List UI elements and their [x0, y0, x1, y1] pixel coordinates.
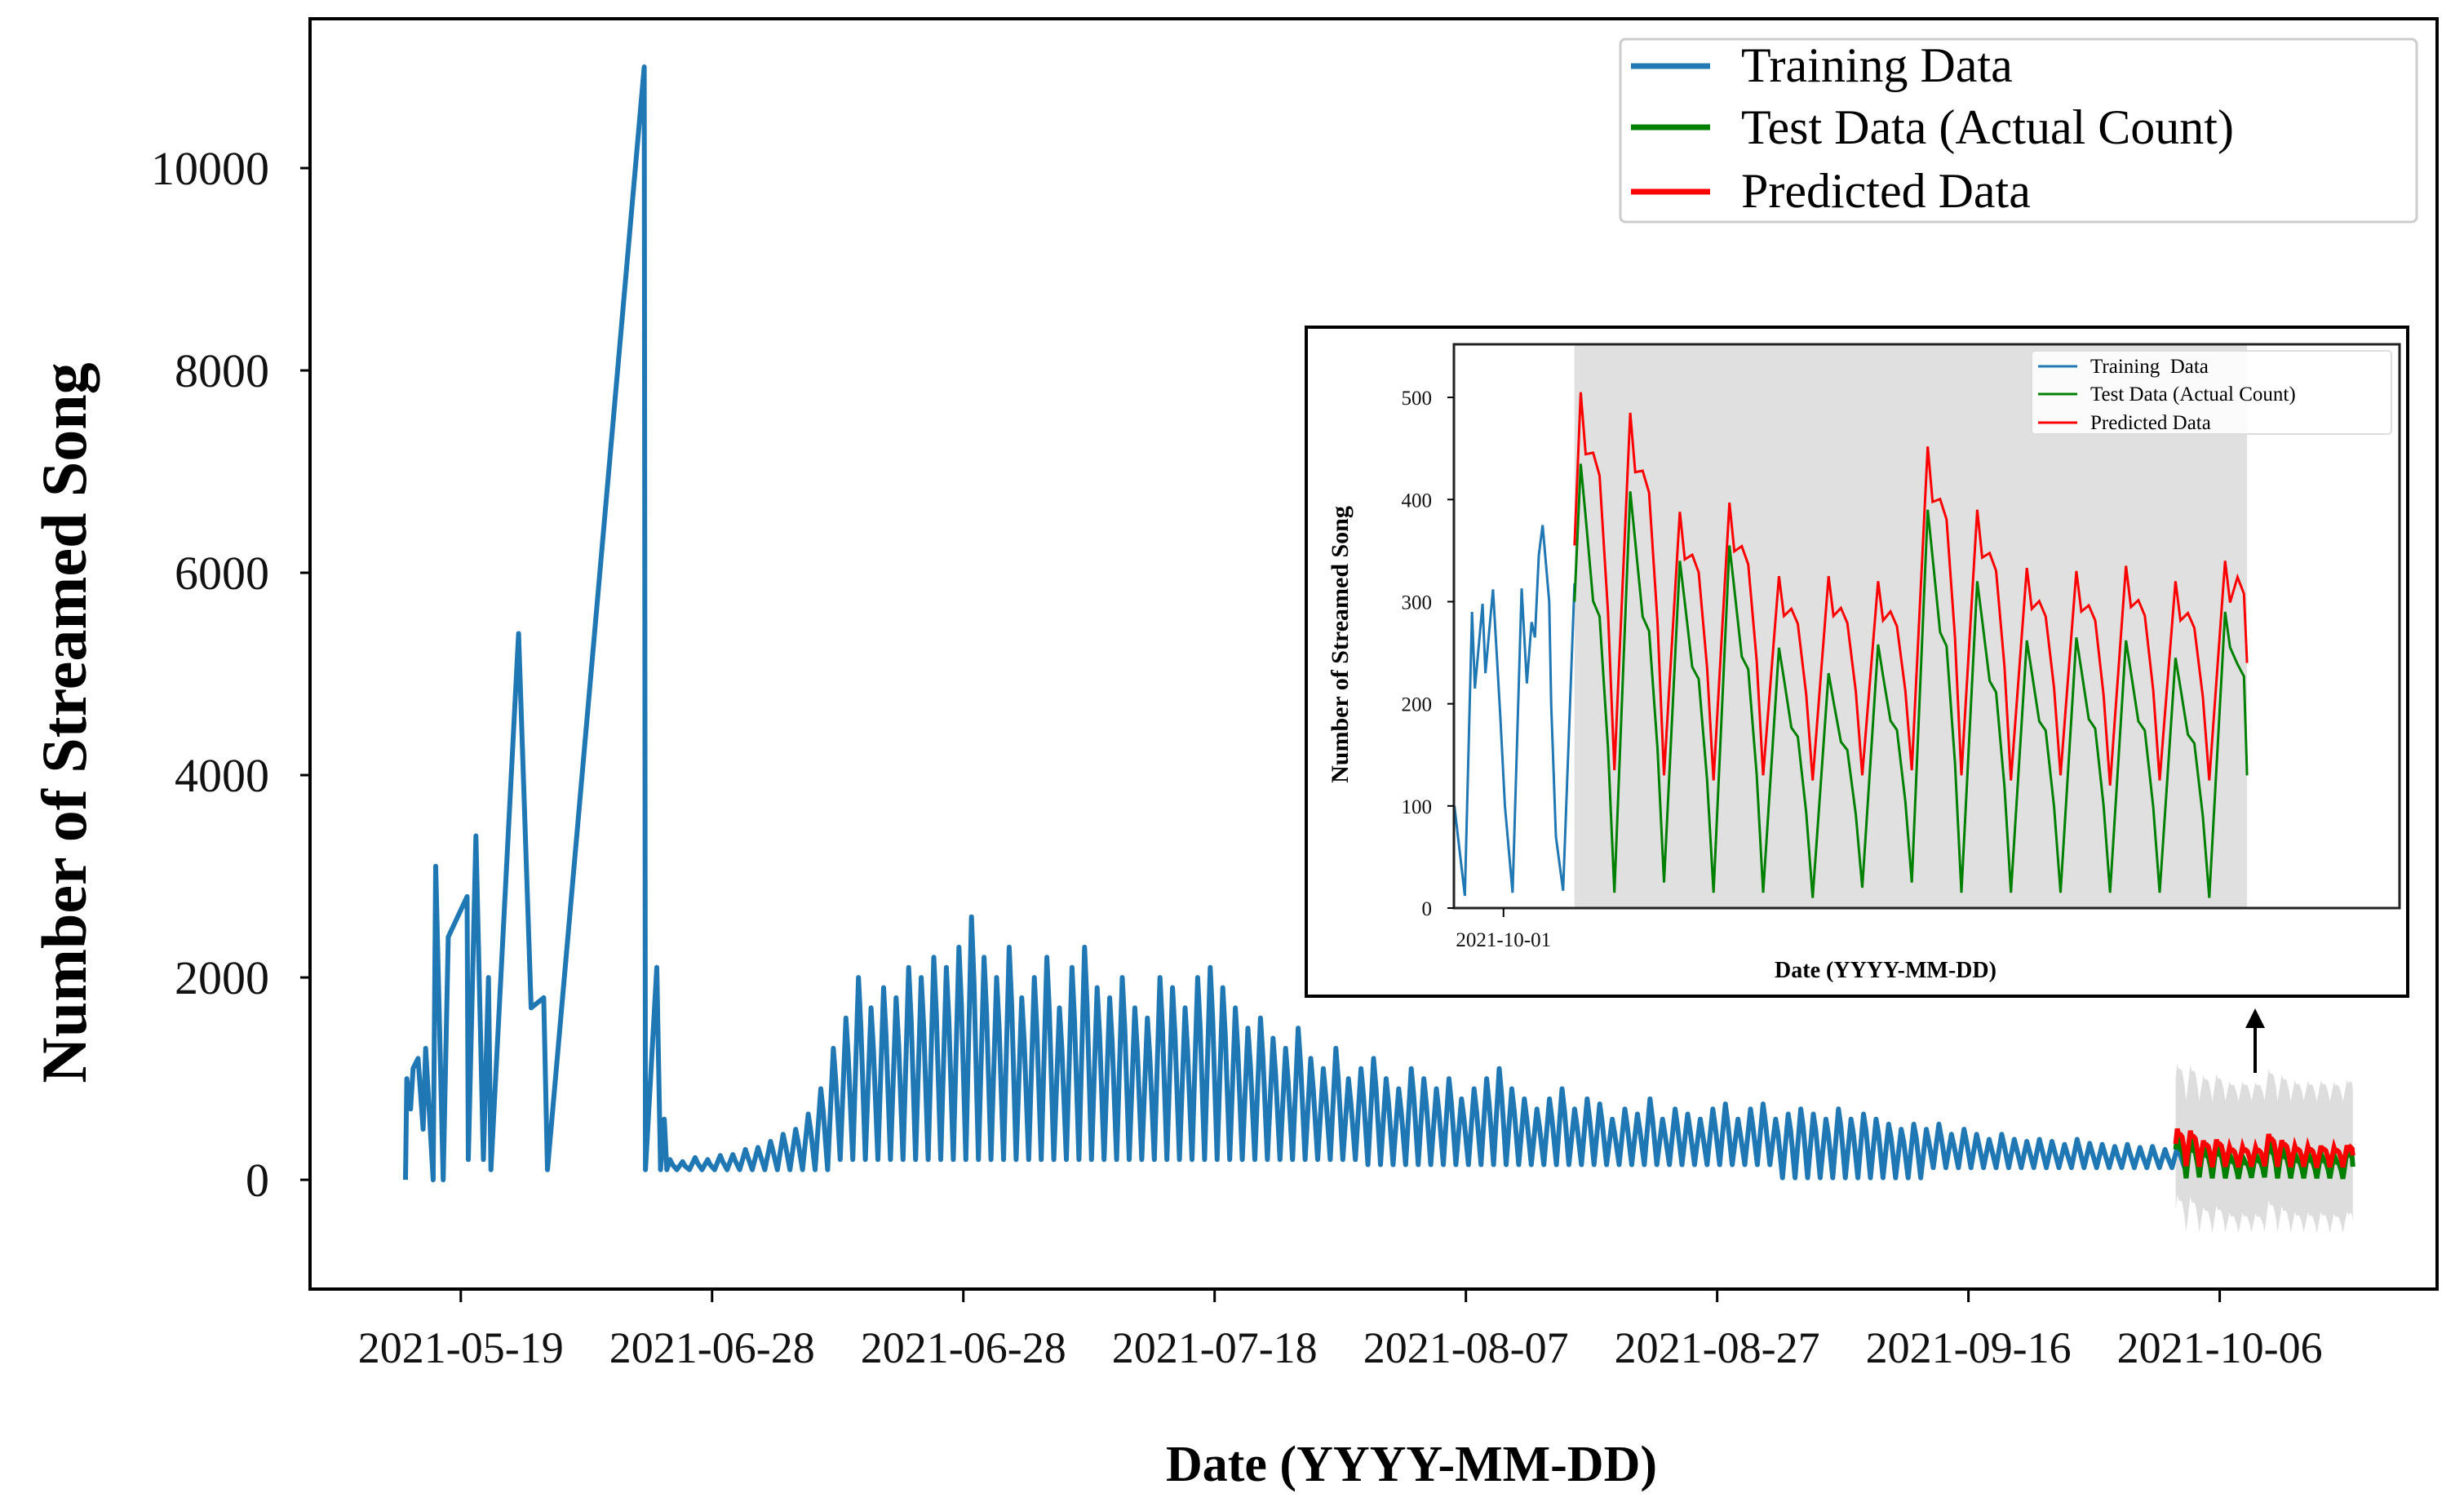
x-tick-label: 2021-07-18	[1112, 1323, 1318, 1372]
inset-plot-area	[1453, 344, 2249, 908]
main-y-axis-label: Number of Streamed Song	[29, 362, 100, 1083]
inset-training-data-line	[1453, 525, 1576, 897]
x-tick-label: 2021-06-28	[609, 1323, 815, 1372]
inset-test-data-line	[1573, 463, 2249, 898]
legend-label-training: Training Data	[1741, 38, 2013, 92]
inset-x-axis-label: Date (YYYY-MM-DD)	[1775, 958, 1996, 983]
inset-predicted-data-line	[1573, 392, 2249, 786]
inset-y-tick-label: 0	[1422, 898, 1433, 920]
x-tick-label: 2021-05-19	[358, 1323, 564, 1372]
inset-y-tick-label: 100	[1402, 796, 1433, 818]
inset-y-tick-label: 200	[1402, 694, 1433, 716]
inset-legend-label-training: Training Data	[2090, 356, 2209, 378]
inset-y-axis-label: Number of Streamed Song	[1327, 506, 1354, 783]
training-data-line	[403, 64, 2187, 1183]
inset-y-tick-label: 400	[1402, 490, 1433, 512]
x-tick-label: 2021-09-16	[1866, 1323, 2072, 1372]
y-tick-label: 0	[246, 1154, 269, 1207]
x-tick-label: 2021-08-07	[1363, 1323, 1569, 1372]
x-tick-label: 2021-06-28	[861, 1323, 1066, 1372]
main-plot-area	[403, 64, 2355, 1234]
inset-y-tick-label: 500	[1402, 388, 1433, 410]
inset-axes-frame	[1452, 343, 2401, 910]
inset-y-tick-label: 300	[1402, 592, 1433, 614]
y-tick-label: 2000	[175, 951, 269, 1004]
main-legend: Training Data Test Data (Actual Count) P…	[1619, 38, 2418, 224]
legend-label-test: Test Data (Actual Count)	[1741, 100, 2234, 154]
confidence-band	[2175, 1062, 2353, 1234]
x-tick-label: 2021-10-06	[2117, 1323, 2323, 1372]
inset-x-tick-label: 2021-10-01	[1456, 929, 1551, 951]
main-x-axis-label: Date (YYYY-MM-DD)	[1166, 1437, 1657, 1492]
legend-label-predicted: Predicted Data	[1741, 164, 2031, 218]
y-tick-label: 6000	[175, 547, 269, 600]
main-axes-frame	[308, 17, 2439, 1291]
inset-legend-label-test: Test Data (Actual Count)	[2090, 383, 2296, 405]
y-tick-label: 4000	[175, 749, 269, 802]
inset-legend: Training Data Test Data (Actual Count) P…	[2031, 350, 2392, 435]
y-tick-label: 10000	[151, 142, 269, 195]
inset-axis-ticks: 0 100 200 300 400 500 2021-10-01	[1402, 388, 1552, 951]
inset-legend-label-predicted: Predicted Data	[2090, 412, 2211, 434]
x-tick-label: 2021-08-27	[1615, 1323, 1820, 1372]
predicted-data-line	[2173, 1128, 2355, 1168]
zoom-arrow-icon	[2245, 1008, 2265, 1073]
y-tick-label: 8000	[175, 344, 269, 397]
